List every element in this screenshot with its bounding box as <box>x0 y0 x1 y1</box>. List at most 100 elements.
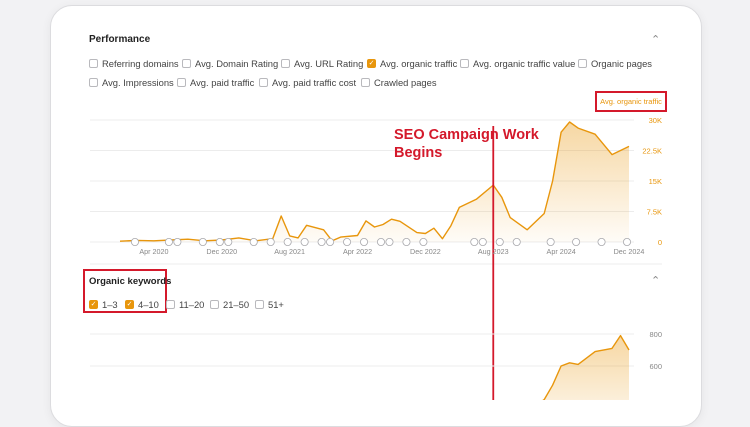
position-11-20[interactable]: 11–20 <box>166 299 204 310</box>
checkbox-checked-icon[interactable] <box>367 59 376 68</box>
checkbox-icon[interactable] <box>166 300 175 309</box>
organic-keywords-title: Organic keywords <box>89 276 172 287</box>
update-marker-icon <box>224 237 233 246</box>
metric-label: Avg. paid traffic cost <box>272 77 357 88</box>
checkbox-checked-icon[interactable] <box>125 300 134 309</box>
metric-avg-organic-traffic-value[interactable]: Avg. organic traffic value <box>460 58 575 69</box>
checkbox-icon[interactable] <box>182 59 191 68</box>
checkbox-checked-icon[interactable] <box>89 300 98 309</box>
metric-label: Avg. Domain Rating <box>195 58 279 69</box>
y-tick-label: 15K <box>649 177 662 186</box>
x-tick-label: Apr 2022 <box>343 247 372 256</box>
position-label: 51+ <box>268 299 284 310</box>
y-tick-label: 7.5K <box>647 208 662 217</box>
update-marker-icon <box>343 237 352 246</box>
metric-label: Avg. paid traffic <box>190 77 255 88</box>
checkbox-icon[interactable] <box>460 59 469 68</box>
x-tick-label: Dec 2024 <box>614 247 645 256</box>
update-marker-icon <box>546 237 555 246</box>
update-marker-icon <box>164 237 173 246</box>
x-tick-label: Dec 2020 <box>206 247 237 256</box>
update-marker-icon <box>198 237 207 246</box>
performance-title: Performance <box>89 34 151 45</box>
metric-avg-domain-rating[interactable]: Avg. Domain Rating <box>182 58 278 69</box>
position-label: 1–3 <box>102 299 118 310</box>
checkbox-icon[interactable] <box>578 59 587 68</box>
metric-organic-pages[interactable]: Organic pages <box>578 58 652 69</box>
update-marker-icon <box>283 237 292 246</box>
kw-y-tick-label: 600 <box>649 362 662 371</box>
keywords-line <box>542 334 630 400</box>
traffic-line <box>119 121 630 242</box>
metric-avg-paid-traffic[interactable]: Avg. paid traffic <box>177 77 254 88</box>
x-tick-label: Apr 2020 <box>139 247 168 256</box>
y-tick-label: 30K <box>649 116 662 125</box>
x-tick-label: Aug 2023 <box>478 247 509 256</box>
update-marker-icon <box>597 237 606 246</box>
update-marker-icon <box>376 237 385 246</box>
position-label: 4–10 <box>138 299 159 310</box>
metric-avg-url-rating[interactable]: Avg. URL Rating <box>281 58 363 69</box>
update-marker-icon <box>215 237 224 246</box>
position-51-plus[interactable]: 51+ <box>255 299 284 310</box>
metric-label: Organic pages <box>591 58 652 69</box>
update-marker-icon <box>572 237 581 246</box>
performance-chart: 0 7.5K 15K 22.5K 30K Apr 2020 Dec 2020 Aug 2021… <box>90 116 662 400</box>
metric-label: Avg. organic traffic <box>380 58 458 69</box>
update-marker-icon <box>130 237 139 246</box>
update-marker-icon <box>470 237 479 246</box>
checkbox-icon[interactable] <box>89 78 98 87</box>
update-marker-icon <box>623 237 632 246</box>
metric-label: Crawled pages <box>374 77 437 88</box>
update-marker-icon <box>495 237 504 246</box>
update-marker-icon <box>419 237 428 246</box>
update-marker-icon <box>249 237 258 246</box>
metric-referring-domains[interactable]: Referring domains <box>89 58 179 69</box>
metric-label: Avg. URL Rating <box>294 58 364 69</box>
position-label: 11–20 <box>179 299 205 310</box>
update-marker-icon <box>173 237 182 246</box>
keywords-area <box>543 335 629 400</box>
annotation-line-1: SEO Campaign Work <box>394 127 539 143</box>
update-marker-icon <box>512 237 521 246</box>
metric-label: Avg. organic traffic value <box>473 58 576 69</box>
checkbox-icon[interactable] <box>210 300 219 309</box>
series-legend-label: Avg. organic traffic <box>595 91 667 112</box>
update-marker-icon <box>326 237 335 246</box>
checkbox-icon[interactable] <box>259 78 268 87</box>
checkbox-icon[interactable] <box>281 59 290 68</box>
update-marker-icon <box>300 237 309 246</box>
metric-crawled-pages[interactable]: Crawled pages <box>361 77 437 88</box>
y-tick-label: 0 <box>658 238 662 247</box>
update-marker-icon <box>360 237 369 246</box>
collapse-performance-chevron-icon[interactable]: ⌃ <box>651 34 661 46</box>
x-tick-label: Aug 2021 <box>274 247 305 256</box>
metric-avg-impressions[interactable]: Avg. Impressions <box>89 77 174 88</box>
y-tick-label: 22.5K <box>642 147 662 156</box>
collapse-keywords-chevron-icon[interactable]: ⌃ <box>651 275 661 287</box>
position-label: 21–50 <box>223 299 250 310</box>
metric-label: Referring domains <box>102 58 179 69</box>
position-1-3[interactable]: 1–3 <box>89 299 118 310</box>
checkbox-icon[interactable] <box>255 300 264 309</box>
checkbox-icon[interactable] <box>361 78 370 87</box>
x-tick-label: Apr 2024 <box>547 247 576 256</box>
organic-keywords-highlight-box <box>83 269 167 313</box>
update-marker-icon <box>402 237 411 246</box>
update-marker-icon <box>385 237 394 246</box>
traffic-area <box>120 122 629 242</box>
update-marker-icon <box>478 237 487 246</box>
position-21-50[interactable]: 21–50 <box>210 299 249 310</box>
checkbox-icon[interactable] <box>177 78 186 87</box>
x-tick-label: Dec 2022 <box>410 247 441 256</box>
position-4-10[interactable]: 4–10 <box>125 299 159 310</box>
update-marker-icon <box>266 237 275 246</box>
update-marker-icon <box>317 237 326 246</box>
kw-y-tick-label: 800 <box>649 330 662 339</box>
annotation-line-2: Begins <box>394 145 443 161</box>
metric-label: Avg. Impressions <box>102 77 174 88</box>
metric-avg-organic-traffic[interactable]: Avg. organic traffic <box>367 58 457 69</box>
checkbox-icon[interactable] <box>89 59 98 68</box>
campaign-annotation: SEO Campaign Work Begins <box>394 126 554 162</box>
metric-avg-paid-traffic-cost[interactable]: Avg. paid traffic cost <box>259 77 356 88</box>
